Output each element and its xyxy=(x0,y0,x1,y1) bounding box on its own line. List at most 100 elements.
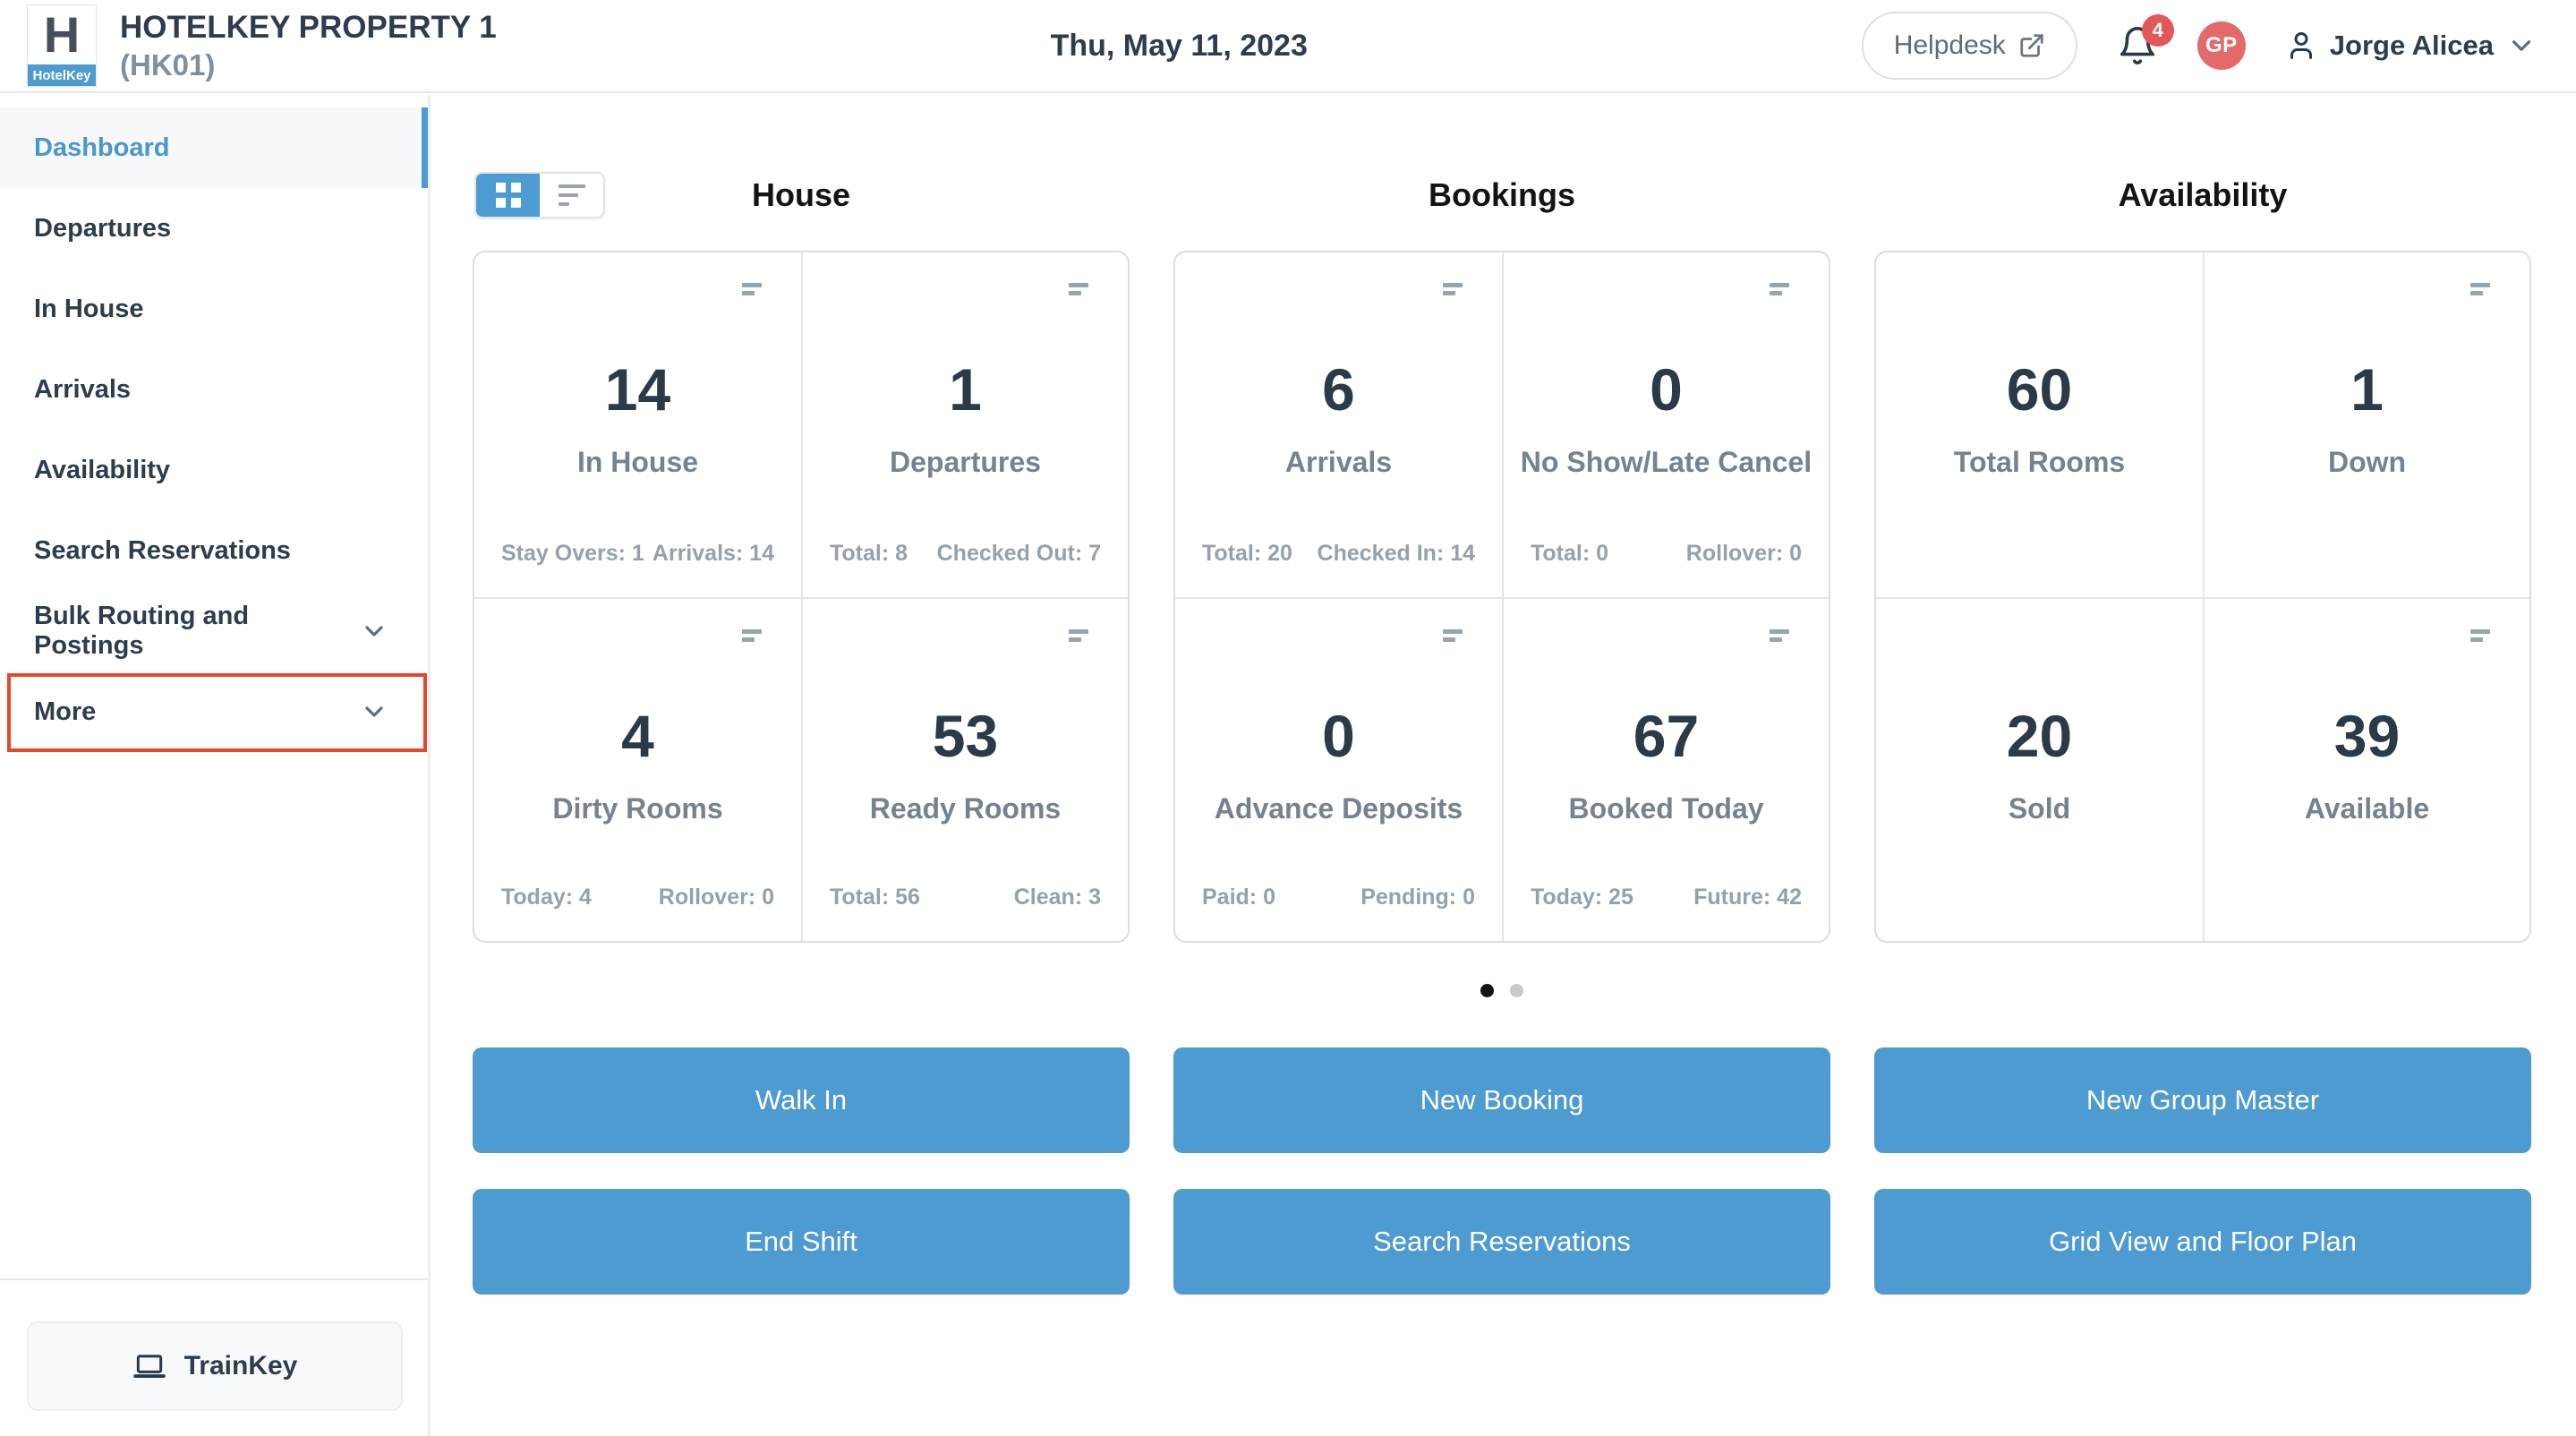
sidebar-item-departures[interactable]: Departures xyxy=(0,188,428,269)
sidebar-item-label: Arrivals xyxy=(34,374,132,404)
card-value: 20 xyxy=(2006,702,2073,769)
card-dirty-rooms[interactable]: 4 Dirty Rooms Today: 4 Rollover: 0 xyxy=(474,596,801,942)
pagination-dot-1[interactable] xyxy=(1480,984,1494,997)
card-stats: Total: 8 Checked Out: 7 xyxy=(830,541,1101,567)
logo-letter: H xyxy=(43,6,81,63)
bookings-actions: New Booking Search Reservations xyxy=(1173,1047,1830,1295)
card-value: 53 xyxy=(932,702,999,769)
dashboard-main: House Bookings Availability 14 In House … xyxy=(431,95,2576,1436)
availability-card-group: 60 Total Rooms 1 Down 20 Sold 39 Availab… xyxy=(1874,251,2531,943)
card-value: 39 xyxy=(2333,702,2401,769)
card-total-rooms[interactable]: 60 Total Rooms xyxy=(1876,252,2203,597)
section-title-availability: Availability xyxy=(2118,176,2288,213)
card-menu-icon[interactable] xyxy=(1443,283,1463,295)
card-menu-icon[interactable] xyxy=(1069,283,1088,295)
logo-brand-name: HotelKey xyxy=(28,64,96,86)
card-departures[interactable]: 1 Departures Total: 8 Checked Out: 7 xyxy=(801,252,1128,597)
chevron-down-icon xyxy=(360,617,388,645)
grid-view-floor-plan-button[interactable]: Grid View and Floor Plan xyxy=(1874,1189,2531,1295)
user-icon xyxy=(2285,30,2317,62)
stat-card-groups: 14 In House Stay Overs: 1 Arrivals: 14 1… xyxy=(473,251,2533,943)
card-value: 14 xyxy=(604,356,671,423)
trainkey-button[interactable]: TrainKey xyxy=(27,1321,403,1411)
sidebar-item-dashboard[interactable]: Dashboard xyxy=(0,107,428,188)
new-group-master-button[interactable]: New Group Master xyxy=(1874,1047,2531,1153)
card-stat-right: Rollover: 0 xyxy=(658,885,774,910)
card-stats: Total: 0 Rollover: 0 xyxy=(1531,541,1802,567)
card-label: Sold xyxy=(2008,791,2071,825)
card-menu-icon[interactable] xyxy=(742,628,762,642)
card-menu-icon[interactable] xyxy=(742,283,762,295)
card-label: Total Rooms xyxy=(1953,446,2126,478)
end-shift-button[interactable]: End Shift xyxy=(473,1189,1130,1295)
card-label: Ready Rooms xyxy=(869,791,1062,825)
card-down[interactable]: 1 Down xyxy=(2203,252,2529,597)
card-menu-icon[interactable] xyxy=(2470,628,2490,642)
sidebar-item-label: In House xyxy=(34,294,144,323)
card-stat-left: Paid: 0 xyxy=(1202,885,1275,910)
card-stat-left: Total: 0 xyxy=(1531,540,1609,566)
section-title-bookings: Bookings xyxy=(1428,176,1575,213)
notification-count-badge: 4 xyxy=(2141,14,2174,47)
sidebar-item-more[interactable]: More xyxy=(0,671,428,752)
helpdesk-button[interactable]: Helpdesk xyxy=(1861,12,2077,80)
card-menu-icon[interactable] xyxy=(1770,283,1789,295)
new-booking-button[interactable]: New Booking xyxy=(1173,1047,1830,1153)
card-advance-deposits[interactable]: 0 Advance Deposits Paid: 0 Pending: 0 xyxy=(1175,596,1502,942)
avatar[interactable]: GP xyxy=(2196,21,2246,70)
grid-view-button[interactable] xyxy=(476,174,540,217)
card-label: Down xyxy=(2327,446,2407,478)
card-booked-today[interactable]: 67 Booked Today Today: 25 Future: 42 xyxy=(1502,596,1829,941)
card-value: 6 xyxy=(1322,356,1355,423)
chevron-down-icon xyxy=(360,697,388,726)
sidebar-item-availability[interactable]: Availability xyxy=(0,430,428,510)
sidebar-footer: TrainKey xyxy=(0,1278,428,1436)
card-menu-icon[interactable] xyxy=(1443,628,1463,642)
card-menu-icon[interactable] xyxy=(2470,283,2490,295)
card-in-house[interactable]: 14 In House Stay Overs: 1 Arrivals: 14 xyxy=(474,252,801,597)
card-label: Departures xyxy=(890,446,1041,478)
sidebar-item-arrivals[interactable]: Arrivals xyxy=(0,349,428,430)
card-stats: Stay Overs: 1 Arrivals: 14 xyxy=(501,541,774,567)
notifications-button[interactable]: 4 xyxy=(2117,14,2174,66)
card-stats: Today: 25 Future: 42 xyxy=(1531,885,1802,910)
card-ready-rooms[interactable]: 53 Ready Rooms Total: 56 Clean: 3 xyxy=(801,596,1128,941)
card-value: 60 xyxy=(2006,356,2073,423)
walk-in-button[interactable]: Walk In xyxy=(473,1047,1130,1153)
card-menu-icon[interactable] xyxy=(1770,628,1789,642)
hotelkey-logo: H HotelKey xyxy=(27,4,97,87)
sidebar-item-search-reservations[interactable]: Search Reservations xyxy=(0,510,428,591)
pagination-dot-2[interactable] xyxy=(1510,984,1523,997)
card-label: Dirty Rooms xyxy=(552,791,723,825)
card-stat-right: Clean: 3 xyxy=(1013,885,1101,910)
card-value: 4 xyxy=(621,702,654,769)
card-arrivals[interactable]: 6 Arrivals Total: 20 Checked In: 14 xyxy=(1175,252,1502,597)
sidebar-item-bulk-routing-and-postings[interactable]: Bulk Routing and Postings xyxy=(0,591,428,671)
card-stat-right: Future: 42 xyxy=(1693,885,1802,910)
card-menu-icon[interactable] xyxy=(1069,628,1088,642)
card-available[interactable]: 39 Available xyxy=(2203,596,2529,941)
trainkey-label: TrainKey xyxy=(183,1351,298,1380)
business-date: Thu, May 11, 2023 xyxy=(1050,28,1308,63)
card-value: 1 xyxy=(949,356,982,423)
sidebar-item-in-house[interactable]: In House xyxy=(0,269,428,349)
card-stat-left: Today: 25 xyxy=(1531,885,1633,910)
sidebar-nav: Dashboard Departures In House Arrivals A… xyxy=(0,95,428,752)
search-reservations-button[interactable]: Search Reservations xyxy=(1173,1189,1830,1295)
card-label: No Show/Late Cancel xyxy=(1520,446,1813,478)
list-view-button[interactable] xyxy=(540,174,603,217)
card-stats: Total: 20 Checked In: 14 xyxy=(1202,541,1475,567)
sidebar-item-label: Departures xyxy=(34,213,172,243)
user-menu[interactable]: Jorge Alicea xyxy=(2285,30,2537,62)
card-sold[interactable]: 20 Sold xyxy=(1876,596,2203,942)
sidebar-item-label: Availability xyxy=(34,455,171,484)
card-label: Available xyxy=(2304,791,2430,825)
card-stat-left: Stay Overs: 1 xyxy=(501,540,644,566)
card-label: In House xyxy=(576,446,699,478)
chevron-down-icon xyxy=(2506,30,2537,61)
grid-view-icon xyxy=(495,183,521,208)
card-value: 1 xyxy=(2350,356,2384,423)
card-stat-left: Total: 56 xyxy=(830,885,920,910)
card-no-show-late-cancel[interactable]: 0 No Show/Late Cancel Total: 0 Rollover:… xyxy=(1502,252,1829,597)
card-stat-right: Rollover: 0 xyxy=(1685,540,1802,566)
